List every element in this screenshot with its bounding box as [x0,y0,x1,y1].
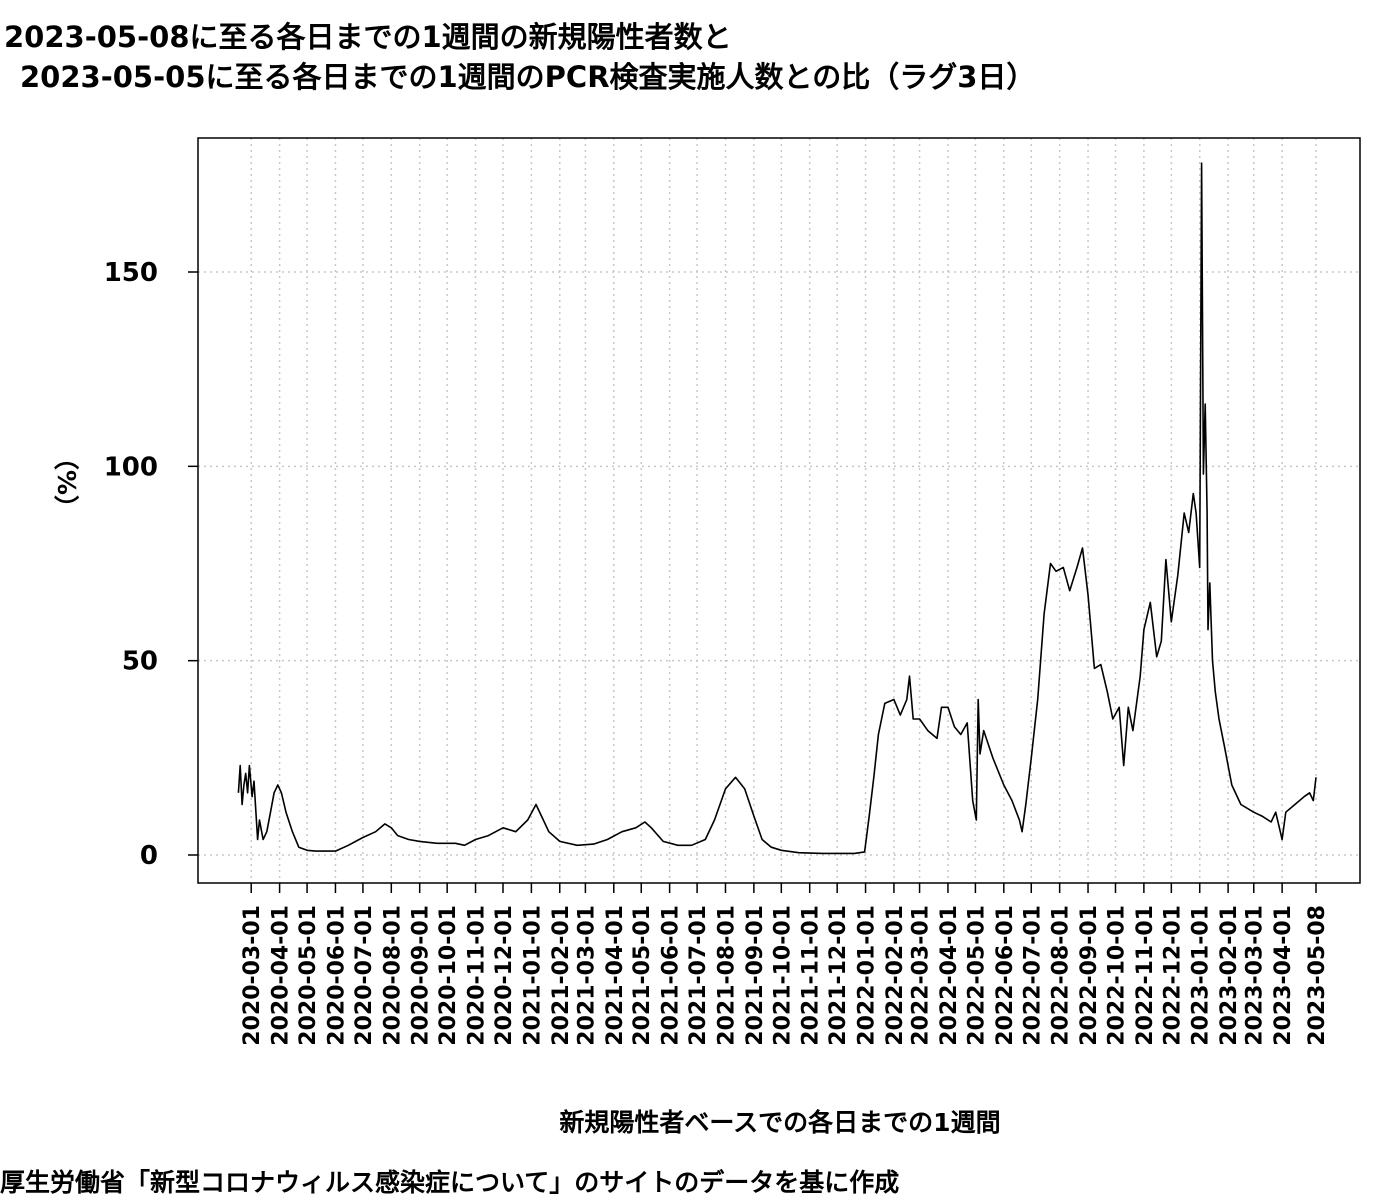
x-tick-label: 2021-08-01 [714,905,739,1046]
y-tick-label: 150 [104,258,158,288]
x-tick-label: 2021-09-01 [743,905,768,1046]
x-tick-label: 2023-05-08 [1305,905,1330,1046]
x-tick-label: 2022-05-01 [964,905,989,1046]
y-tick-label: 50 [122,647,158,677]
x-tick-label: 2020-05-01 [296,905,321,1046]
x-tick-label: 2023-01-01 [1189,905,1214,1046]
series-lines [237,162,1317,855]
x-tick-label: 2020-06-01 [324,905,349,1046]
x-tick-label: 2021-05-01 [630,905,655,1046]
y-tick-label: 100 [104,452,158,482]
x-tick-label: 2022-11-01 [1133,905,1158,1046]
x-tick-label: 2022-01-01 [855,905,880,1046]
x-tick-label: 2021-10-01 [770,905,795,1046]
x-tick-label: 2020-09-01 [409,905,434,1046]
x-tick-label: 2021-01-01 [520,905,545,1046]
x-tick-label: 2021-03-01 [574,905,599,1046]
chart-title-line1: 2023-05-08に至る各日までの1週間の新規陽性者数と [4,20,732,54]
x-tick-label: 2022-04-01 [937,905,962,1046]
x-tick-label: 2020-04-01 [269,905,294,1046]
x-tick-label: 2022-12-01 [1160,905,1185,1046]
x-tick-label: 2021-06-01 [659,905,684,1046]
x-tick-label: 2021-04-01 [603,905,628,1046]
x-tick-label: 2022-02-01 [883,905,908,1046]
x-tick-label: 2020-11-01 [465,905,490,1046]
y-tick-label: 0 [140,841,158,871]
x-tick-label: 2022-06-01 [993,905,1018,1046]
x-tick-label: 2023-03-01 [1243,905,1268,1046]
x-tick-label: 2021-12-01 [826,905,851,1046]
x-tick-label: 2023-02-01 [1217,905,1242,1046]
x-tick-label: 2023-04-01 [1271,905,1296,1046]
x-tick-label: 2020-12-01 [492,905,517,1046]
series-line [237,162,1317,855]
x-tick-label: 2022-07-01 [1020,905,1045,1046]
x-tick-label: 2020-08-01 [380,905,405,1046]
x-tick-label: 2020-10-01 [436,905,461,1046]
x-tick-label: 2020-03-01 [240,905,265,1046]
x-tick-label: 2022-10-01 [1104,905,1129,1046]
x-tick-label: 2020-07-01 [352,905,377,1046]
x-tick-label: 2021-02-01 [549,905,574,1046]
x-tick-label: 2022-08-01 [1049,905,1074,1046]
x-axis-label: 新規陽性者ベースでの各日までの1週間 [559,1108,1001,1137]
y-axis: 0 50 100 150 [104,258,198,871]
x-tick-label: 2022-09-01 [1077,905,1102,1046]
chart-title-line2: 2023-05-05に至る各日までの1週間のPCR検査実施人数との比（ラグ3日） [20,60,1036,94]
x-tick-label: 2021-11-01 [799,905,824,1046]
plot-frame [197,137,1361,884]
source-note: 厚生労働省「新型コロナウィルス感染症について」のサイトのデータを基に作成 [0,1168,900,1197]
x-tick-label: 2021-07-01 [686,905,711,1046]
x-tick-label: 2022-03-01 [909,905,934,1046]
x-axis: 2020-03-01 2020-04-01 2020-05-01 2020-06-01… [240,883,1330,1046]
y-axis-label: （%） [53,444,82,520]
grid-lines [198,138,1360,883]
